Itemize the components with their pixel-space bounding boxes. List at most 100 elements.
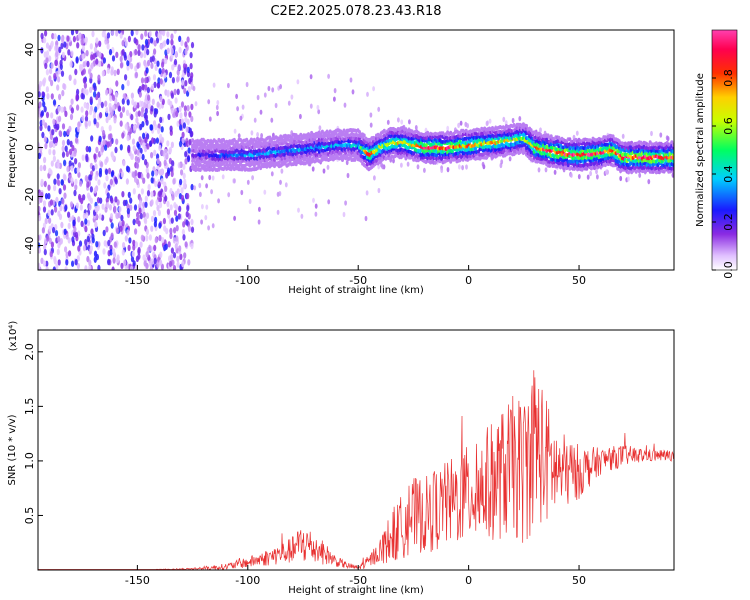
spectrogram-cell (181, 79, 185, 86)
y-tick-label: 0 (23, 144, 36, 151)
spectrogram-cell (318, 125, 322, 131)
spectrogram-cell (94, 205, 98, 213)
spectrogram-cell (49, 199, 54, 206)
spectrogram-cell (50, 112, 54, 119)
spectrogram-cell (43, 180, 47, 188)
spectrogram-cell (40, 191, 44, 199)
spectrogram-cell (74, 158, 78, 165)
spectrogram-cell (57, 105, 61, 113)
snr-ticks: -150 -100 -50 0 500.51.01.52.0 (23, 343, 586, 587)
snr-ylabel: SNR (10 * v/v) (7, 414, 18, 485)
spectrogram-cell (158, 144, 162, 151)
spectrogram-cell (164, 148, 168, 156)
spectrogram-cell (570, 172, 573, 178)
spectrogram-cell (372, 86, 375, 92)
spectrogram-cell (184, 158, 188, 165)
spectrogram-cell (205, 183, 209, 189)
spectrogram-cell (192, 85, 196, 92)
spectrogram-cell (81, 154, 85, 161)
spectrogram-cell (167, 113, 171, 121)
spectrogram-cell (156, 204, 160, 212)
spectrogram-cell (86, 192, 91, 199)
spectrogram-cell (369, 122, 373, 128)
x-tick-label: -50 (349, 274, 367, 287)
spectrogram-cell (41, 227, 46, 234)
spectrogram-cell (414, 125, 418, 131)
spectrogram-cell (130, 265, 134, 270)
spectrogram-cell (117, 30, 122, 34)
spectrogram-cell (169, 125, 173, 132)
spectrogram-cell (158, 68, 162, 75)
spectrogram-cell (62, 83, 66, 90)
spectrogram-cell (144, 77, 148, 84)
spectrogram-cell (101, 70, 105, 77)
spectrogram-cell (57, 235, 61, 243)
spectrogram-cell (166, 140, 170, 147)
spectrogram-cell (671, 142, 674, 147)
spectrogram-cell (139, 212, 143, 220)
spectrogram-cell (95, 241, 99, 248)
spectrogram-cell (79, 180, 83, 187)
spectrogram-cell (119, 144, 123, 151)
spectrogram-cell (137, 44, 141, 51)
spectrogram-cell (56, 248, 60, 256)
spectrogram-cell (127, 191, 131, 199)
spectrogram-cell (187, 86, 191, 93)
spectrogram-cell (43, 243, 47, 251)
spectrogram-cell (139, 241, 143, 248)
spectrogram-cell (130, 113, 134, 121)
spectrogram-cell (381, 164, 384, 170)
spectrogram-cell (159, 116, 163, 124)
spectrogram-cell (68, 148, 73, 156)
spectrogram-cell (270, 171, 274, 177)
spectrogram-cell (102, 139, 106, 146)
spectrogram-cell (97, 179, 101, 186)
spectrogram-cell (153, 244, 157, 252)
spectrogram-cell (66, 139, 70, 146)
snr-series-line (38, 370, 674, 570)
spectrogram-cell (76, 42, 80, 49)
spectrogram-cell (91, 30, 95, 38)
spectrogram-cell (344, 200, 347, 206)
spectrogram-cell (180, 194, 185, 202)
x-tick-label: -100 (235, 574, 260, 587)
spectrogram-cell (55, 50, 59, 58)
spectrogram-cell (90, 62, 94, 69)
spectrogram-cell (193, 185, 197, 191)
spectrogram-cell (52, 155, 57, 162)
spectrogram-cell (161, 98, 165, 106)
snr-scale-label: (x10⁴) (8, 321, 19, 352)
spectrogram-cell (121, 106, 126, 113)
spectrogram-cell (159, 43, 163, 50)
x-tick-label: 50 (572, 574, 586, 587)
spectrogram-cell (142, 211, 146, 219)
spectrogram-cell (113, 117, 117, 124)
spectrogram-cell (267, 85, 271, 92)
spectrogram-frame (37, 29, 675, 271)
spectrogram-cell (458, 164, 461, 170)
spectrogram-cell (94, 163, 98, 170)
spectrogram-cell (207, 99, 211, 105)
y-tick-label: 20 (23, 92, 36, 106)
spectrogram-cell (49, 133, 54, 141)
spectrogram-cell (39, 80, 43, 88)
spectrogram-cell (145, 119, 149, 126)
spectrogram-cell (49, 67, 53, 75)
spectrogram-cell (502, 116, 506, 122)
spectrogram-cell (104, 168, 109, 175)
spectrogram-cell (169, 100, 173, 108)
spectrogram-cell (106, 141, 110, 148)
spectrogram-cell (45, 69, 50, 76)
spectrogram-cell (101, 31, 105, 38)
spectrogram-cell (74, 184, 78, 191)
spectrogram-cell (43, 37, 47, 44)
spectrogram-cell (518, 116, 522, 122)
spectrogram-cell (89, 108, 93, 116)
spectrogram-cell (102, 229, 106, 237)
spectrogram-cell (169, 187, 173, 195)
x-tick-label: 0 (465, 274, 472, 287)
spectrogram-cell (259, 109, 263, 115)
spectrogram-cell (148, 244, 152, 251)
spectrogram-cell (235, 93, 239, 99)
spectrogram-cell (257, 219, 261, 225)
